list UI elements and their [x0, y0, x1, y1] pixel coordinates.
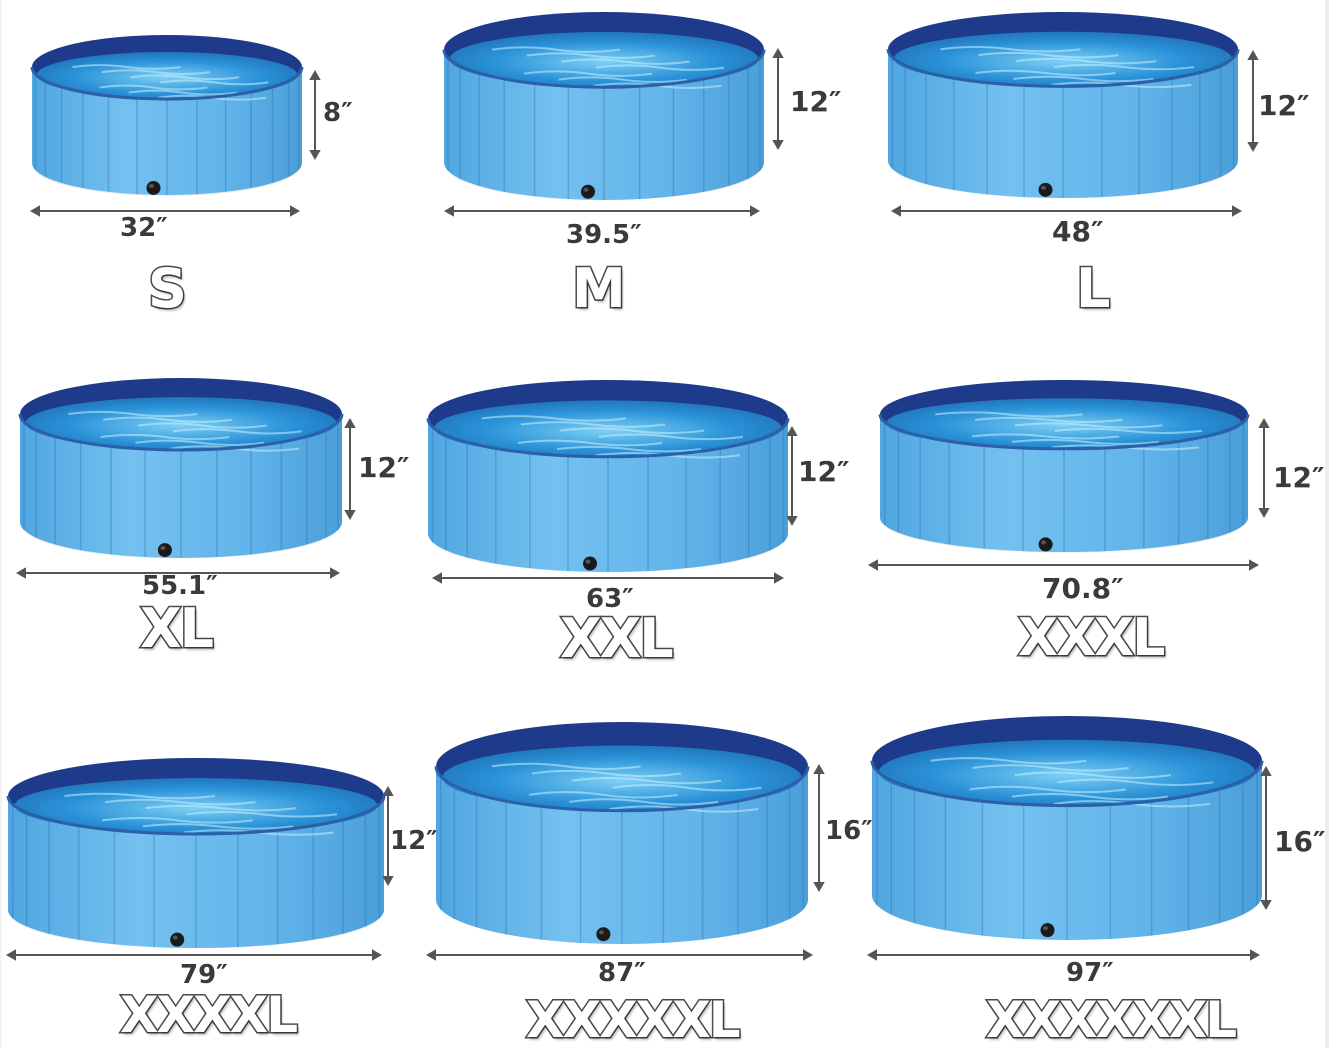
height-arrow: [1247, 49, 1259, 153]
diameter-arrow: [425, 949, 814, 961]
pool: [886, 12, 1240, 199]
drain-plug-icon: [157, 543, 172, 558]
height-label: 12″: [798, 455, 850, 488]
diameter-arrow: [890, 205, 1243, 217]
diameter-arrow: [866, 949, 1261, 961]
size-label: XL: [138, 597, 215, 660]
pool: [426, 380, 790, 573]
height-arrow: [309, 69, 321, 161]
height-arrow: [772, 47, 784, 151]
height-arrow: [382, 785, 394, 887]
pool: [434, 722, 810, 944]
height-arrow: [813, 763, 825, 893]
diameter-label: 48″: [1052, 215, 1104, 248]
drain-plug-icon: [1038, 537, 1053, 552]
drain-plug-icon: [583, 556, 597, 571]
height-label: 8″: [323, 98, 353, 128]
pool: [878, 380, 1250, 553]
pool: [18, 378, 344, 559]
size-label: XXXXXXL: [984, 991, 1238, 1049]
diameter-label: 63″: [586, 584, 634, 614]
pool-illustration: [442, 12, 784, 217]
diameter-arrow: [443, 205, 761, 217]
drain-plug-icon: [1038, 182, 1053, 197]
pool-illustration: [425, 722, 825, 961]
diameter-arrow: [29, 205, 301, 217]
pool-illustration: [15, 378, 356, 579]
drain-plug-icon: [170, 932, 185, 947]
diameter-arrow: [867, 559, 1260, 571]
height-label: 12″: [1273, 461, 1325, 494]
diameter-label: 39.5″: [566, 220, 642, 250]
diameter-arrow: [5, 949, 383, 961]
pool: [870, 716, 1264, 940]
pool-illustration: [426, 380, 798, 584]
drain-plug-icon: [581, 184, 595, 199]
size-label: XXL: [559, 607, 676, 670]
size-label: XXXXL: [118, 986, 299, 1044]
diameter-arrow: [15, 567, 341, 579]
pool-illustration: [867, 380, 1270, 571]
height-label: 16″: [1274, 825, 1326, 858]
height-label: 16″: [825, 816, 873, 846]
pool-illustration: [29, 35, 321, 217]
diameter-label: 79″: [180, 960, 228, 990]
drain-plug-icon: [1040, 923, 1055, 938]
diameter-label: 55.1″: [142, 571, 218, 601]
drain-plug-icon: [146, 180, 161, 195]
diameter-label: 32″: [120, 213, 168, 243]
height-arrow: [1258, 417, 1270, 519]
size-label: L: [1074, 257, 1111, 320]
diameter-label: 97″: [1066, 958, 1114, 988]
diameter-arrow: [431, 572, 785, 584]
pool: [30, 35, 304, 196]
size-label: XXXXXL: [525, 991, 743, 1049]
height-arrow: [344, 417, 356, 521]
pool: [442, 12, 766, 201]
size-label: M: [571, 257, 628, 320]
size-label: S: [147, 257, 189, 320]
drain-plug-icon: [596, 927, 611, 942]
pool-illustration: [866, 716, 1272, 961]
height-label: 12″: [390, 826, 438, 856]
height-label: 12″: [1258, 89, 1310, 122]
height-arrow: [1260, 765, 1272, 911]
left-edge: [0, 0, 2, 1048]
pool-illustration: [886, 12, 1259, 217]
pool-illustration: [5, 758, 394, 961]
height-arrow: [786, 425, 798, 527]
size-label: XXXL: [1016, 608, 1166, 668]
pool: [6, 758, 386, 949]
height-label: 12″: [790, 85, 842, 118]
right-edge: [1325, 0, 1329, 1048]
diameter-label: 70.8″: [1042, 572, 1124, 605]
diameter-label: 87″: [598, 958, 646, 988]
height-label: 12″: [358, 451, 410, 484]
